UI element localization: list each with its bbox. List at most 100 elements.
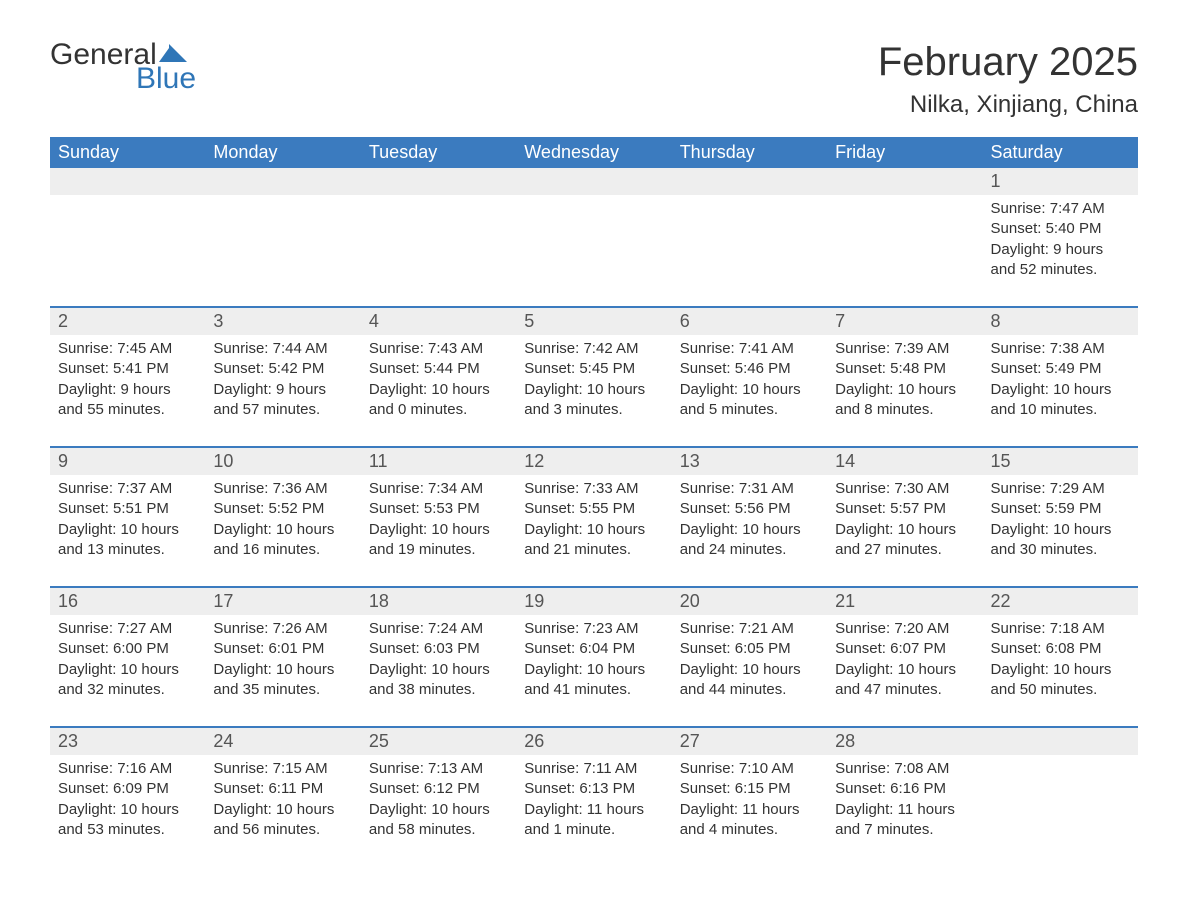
sunset-value: 6:05 PM xyxy=(735,640,791,657)
day-number: 12 xyxy=(516,447,671,475)
sunset-value: 5:53 PM xyxy=(424,500,480,517)
sunrise-line: Sunrise: 7:11 AM xyxy=(524,759,663,779)
sunset-value: 5:57 PM xyxy=(890,500,946,517)
empty-day-detail xyxy=(672,195,827,307)
sunset-line: Sunset: 5:49 PM xyxy=(991,359,1130,379)
week-daynum-row: 16171819202122 xyxy=(50,587,1138,615)
day-number: 26 xyxy=(516,727,671,755)
sunset-label: Sunset: xyxy=(369,360,424,377)
sunset-line: Sunset: 5:41 PM xyxy=(58,359,197,379)
daylight-label: Daylight: xyxy=(369,521,432,538)
day-number: 15 xyxy=(983,447,1138,475)
sunrise-line: Sunrise: 7:08 AM xyxy=(835,759,974,779)
daylight-line: Daylight: 10 hours and 44 minutes. xyxy=(680,660,819,701)
sunset-value: 5:48 PM xyxy=(890,360,946,377)
day-number: 27 xyxy=(672,727,827,755)
day-number: 18 xyxy=(361,587,516,615)
day-number: 2 xyxy=(50,307,205,335)
sunrise-value: 7:08 AM xyxy=(894,760,949,777)
sunrise-line: Sunrise: 7:44 AM xyxy=(213,339,352,359)
sunrise-label: Sunrise: xyxy=(369,760,428,777)
day-detail: Sunrise: 7:41 AMSunset: 5:46 PMDaylight:… xyxy=(672,335,827,447)
sunset-line: Sunset: 5:51 PM xyxy=(58,499,197,519)
sunrise-line: Sunrise: 7:24 AM xyxy=(369,619,508,639)
sunset-value: 6:04 PM xyxy=(579,640,635,657)
title-block: February 2025 Nilka, Xinjiang, China xyxy=(878,40,1138,119)
logo: General Blue xyxy=(50,40,196,94)
sunrise-value: 7:36 AM xyxy=(273,480,328,497)
sunset-line: Sunset: 5:57 PM xyxy=(835,499,974,519)
sunrise-line: Sunrise: 7:33 AM xyxy=(524,479,663,499)
empty-day-number xyxy=(361,168,516,195)
day-number: 4 xyxy=(361,307,516,335)
daylight-label: Daylight: xyxy=(680,521,743,538)
sunrise-value: 7:26 AM xyxy=(273,620,328,637)
sunset-line: Sunset: 6:13 PM xyxy=(524,779,663,799)
sunset-label: Sunset: xyxy=(680,360,735,377)
daylight-line: Daylight: 9 hours and 52 minutes. xyxy=(991,240,1130,281)
daylight-label: Daylight: xyxy=(835,521,898,538)
sunrise-label: Sunrise: xyxy=(524,760,583,777)
sunset-value: 5:42 PM xyxy=(268,360,324,377)
sunrise-line: Sunrise: 7:21 AM xyxy=(680,619,819,639)
day-detail: Sunrise: 7:36 AMSunset: 5:52 PMDaylight:… xyxy=(205,475,360,587)
calendar-table: SundayMondayTuesdayWednesdayThursdayFrid… xyxy=(50,137,1138,866)
sunrise-line: Sunrise: 7:37 AM xyxy=(58,479,197,499)
daylight-line: Daylight: 10 hours and 53 minutes. xyxy=(58,800,197,841)
sunset-value: 6:13 PM xyxy=(579,780,635,797)
daylight-label: Daylight: xyxy=(991,381,1054,398)
sunset-label: Sunset: xyxy=(58,360,113,377)
daylight-line: Daylight: 10 hours and 38 minutes. xyxy=(369,660,508,701)
sunrise-label: Sunrise: xyxy=(835,760,894,777)
sunrise-value: 7:43 AM xyxy=(428,340,483,357)
daylight-line: Daylight: 11 hours and 1 minute. xyxy=(524,800,663,841)
sunset-label: Sunset: xyxy=(369,780,424,797)
empty-day-number xyxy=(983,727,1138,755)
sunrise-value: 7:29 AM xyxy=(1050,480,1105,497)
sunset-label: Sunset: xyxy=(680,500,735,517)
sunrise-line: Sunrise: 7:10 AM xyxy=(680,759,819,779)
week-detail-row: Sunrise: 7:45 AMSunset: 5:41 PMDaylight:… xyxy=(50,335,1138,447)
sunset-label: Sunset: xyxy=(524,640,579,657)
sunrise-line: Sunrise: 7:31 AM xyxy=(680,479,819,499)
sunrise-value: 7:30 AM xyxy=(894,480,949,497)
sunrise-value: 7:18 AM xyxy=(1050,620,1105,637)
day-detail: Sunrise: 7:21 AMSunset: 6:05 PMDaylight:… xyxy=(672,615,827,727)
sunset-label: Sunset: xyxy=(991,500,1046,517)
day-detail: Sunrise: 7:38 AMSunset: 5:49 PM Daylight:… xyxy=(983,335,1138,447)
week-daynum-row: 9101112131415 xyxy=(50,447,1138,475)
sunrise-label: Sunrise: xyxy=(991,620,1050,637)
day-number: 6 xyxy=(672,307,827,335)
day-number: 16 xyxy=(50,587,205,615)
sunrise-value: 7:31 AM xyxy=(739,480,794,497)
day-number: 19 xyxy=(516,587,671,615)
logo-text-blue: Blue xyxy=(136,64,196,94)
sunset-line: Sunset: 6:12 PM xyxy=(369,779,508,799)
empty-day-detail xyxy=(50,195,205,307)
day-detail: Sunrise: 7:24 AMSunset: 6:03 PMDaylight:… xyxy=(361,615,516,727)
sunset-label: Sunset: xyxy=(835,640,890,657)
day-number: 21 xyxy=(827,587,982,615)
sunrise-label: Sunrise: xyxy=(835,340,894,357)
empty-day-number xyxy=(827,168,982,195)
sunrise-value: 7:10 AM xyxy=(739,760,794,777)
sunset-line: Sunset: 5:46 PM xyxy=(680,359,819,379)
day-header: Thursday xyxy=(672,137,827,168)
sunset-value: 5:51 PM xyxy=(113,500,169,517)
daylight-line: Daylight: 10 hours and 56 minutes. xyxy=(213,800,352,841)
sunrise-line: Sunrise: 7:34 AM xyxy=(369,479,508,499)
day-detail: Sunrise: 7:37 AMSunset: 5:51 PMDaylight:… xyxy=(50,475,205,587)
daylight-label: Daylight: xyxy=(680,381,743,398)
sunrise-line: Sunrise: 7:38 AM xyxy=(991,339,1130,359)
day-detail: Sunrise: 7:23 AMSunset: 6:04 PMDaylight:… xyxy=(516,615,671,727)
sunrise-label: Sunrise: xyxy=(680,480,739,497)
sunrise-value: 7:42 AM xyxy=(583,340,638,357)
sunset-label: Sunset: xyxy=(213,500,268,517)
sunset-line: Sunset: 5:52 PM xyxy=(213,499,352,519)
daylight-label: Daylight: xyxy=(680,661,743,678)
sunrise-value: 7:20 AM xyxy=(894,620,949,637)
daylight-line: Daylight: 10 hours and 30 minutes. xyxy=(991,520,1130,561)
day-header: Friday xyxy=(827,137,982,168)
daylight-line: Daylight: 10 hours and 8 minutes. xyxy=(835,380,974,421)
sunrise-line: Sunrise: 7:47 AM xyxy=(991,199,1130,219)
